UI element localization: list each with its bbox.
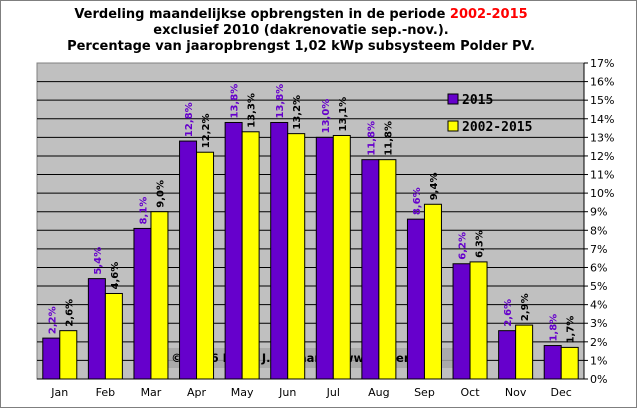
y-tick-label: 4% — [590, 299, 607, 312]
data-labels: 2,2% 2,6% 5,4% 4,6% 8,1% 9,0% 12,8% 12,2% 13,8% 1… — [47, 84, 576, 344]
y-tick-label: 14% — [590, 113, 614, 126]
chart-title-line-2: exclusief 2010 (dakrenovatie sep.-nov.). — [153, 23, 449, 38]
chart-title-line-3: Percentage van jaaropbrengst 1,02 kWp su… — [67, 39, 535, 54]
data-label-2002-2015: 1,7% — [566, 316, 577, 344]
y-tick-label: 15% — [590, 94, 614, 107]
bar-2002-2015 — [469, 261, 488, 380]
chart-title-line-1: Verdeling maandelijkse opbrengsten in de… — [1, 7, 601, 22]
plot-area — [36, 62, 585, 380]
x-axis-categories: Jan Feb Mar Apr May Jun Jul Aug Sep Oct Nov Dec — [50, 386, 572, 399]
data-label-2002-2015: 9,4% — [429, 173, 440, 201]
data-label-2015: 6,2% — [458, 232, 469, 260]
data-label-2002-2015: 6,3% — [475, 230, 486, 258]
x-category-label: Dec — [551, 386, 572, 399]
y-tick-label: 8% — [590, 224, 607, 237]
y-tick-label: 10% — [590, 187, 614, 200]
data-label-2002-2015: 4,6% — [110, 262, 121, 290]
bar-2002-2015 — [59, 330, 78, 380]
bar-2002-2015 — [378, 159, 397, 380]
data-label-2015: 13,0% — [321, 99, 332, 134]
data-label-2002-2015: 13,1% — [338, 97, 349, 132]
data-label-2015: 5,4% — [93, 247, 104, 275]
bar-2002-2015 — [560, 346, 579, 380]
x-category-label: Apr — [187, 386, 207, 399]
bar-2002-2015 — [423, 203, 442, 380]
y-tick-label: 13% — [590, 131, 614, 144]
bar-2015 — [543, 345, 562, 380]
data-label-2015: 11,8% — [366, 121, 377, 156]
bar-2015 — [452, 263, 471, 380]
x-category-label: Jun — [278, 386, 296, 399]
data-label-2015: 12,8% — [184, 102, 195, 137]
y-tick-label: 9% — [590, 206, 607, 219]
data-label-2015: 13,8% — [275, 84, 286, 119]
bar-2002-2015 — [332, 134, 351, 380]
data-label-2002-2015: 12,2% — [201, 114, 212, 149]
bar-2015 — [42, 337, 61, 380]
data-label-2015: 2,6% — [503, 299, 514, 327]
bar-2002-2015 — [104, 292, 123, 380]
gridlines — [37, 81, 584, 361]
x-category-label: Nov — [505, 386, 527, 399]
bar-2002-2015 — [241, 131, 260, 380]
y-tick-label: 12% — [590, 150, 614, 163]
bar-2015 — [224, 121, 243, 380]
x-category-label: Aug — [368, 386, 389, 399]
x-category-label: Jul — [326, 386, 340, 399]
data-label-2015: 2,2% — [47, 306, 58, 334]
bar-2015 — [87, 278, 106, 380]
data-label-2002-2015: 2,6% — [64, 299, 75, 327]
y-tick-label: 0% — [590, 373, 607, 386]
legend-label-2015: 2015 — [462, 93, 493, 108]
legend-swatch-2002-2015 — [447, 120, 459, 132]
bar-2015 — [133, 227, 152, 380]
x-category-label: Oct — [461, 386, 481, 399]
data-label-2015: 8,6% — [412, 187, 423, 215]
bar-2015 — [406, 218, 425, 380]
x-category-label: May — [231, 386, 254, 399]
bar-2002-2015 — [150, 211, 169, 380]
y-axis-ticks: 0% 1% 2% 3% 4% 5% 6% 7% 8% 9% 10% 11% 12% 13% 14% 15% 16… — [37, 57, 614, 386]
x-category-label: Jan — [50, 386, 68, 399]
y-tick-label: 6% — [590, 261, 607, 274]
data-label-2002-2015: 11,8% — [383, 121, 394, 156]
x-category-label: Sep — [414, 386, 435, 399]
y-tick-label: 11% — [590, 169, 614, 182]
data-label-2015: 1,8% — [549, 314, 560, 342]
data-label-2002-2015: 9,0% — [155, 180, 166, 208]
bars — [42, 121, 579, 380]
y-tick-label: 5% — [590, 280, 607, 293]
legend-swatch-2015 — [447, 93, 459, 105]
bar-2015 — [361, 159, 380, 380]
data-label-2015: 8,1% — [138, 197, 149, 225]
y-tick-label: 7% — [590, 243, 607, 256]
y-tick-label: 17% — [590, 57, 614, 70]
bar-2002-2015 — [515, 324, 534, 380]
legend-label-2002-2015: 2002-2015 — [462, 120, 532, 135]
bar-2015 — [498, 330, 517, 380]
bar-2002-2015 — [196, 151, 215, 380]
bar-2015 — [315, 136, 334, 380]
chart-title-highlight: 2002-2015 — [449, 7, 528, 22]
bar-2015 — [179, 140, 198, 380]
data-label-2015: 13,8% — [230, 84, 241, 119]
data-label-2002-2015: 13,2% — [292, 95, 303, 130]
y-tick-label: 2% — [590, 336, 607, 349]
data-label-2002-2015: 2,9% — [520, 293, 531, 321]
bar-2015 — [270, 121, 289, 380]
x-category-label: Feb — [96, 386, 115, 399]
bar-2002-2015 — [287, 133, 306, 380]
x-category-label: Mar — [141, 386, 162, 399]
legend: 2015 2002-2015 — [447, 93, 532, 135]
y-tick-label: 16% — [590, 76, 614, 89]
chart-title-line-1-prefix: Verdeling maandelijkse opbrengsten in de… — [74, 7, 446, 22]
y-tick-label: 1% — [590, 354, 607, 367]
y-tick-label: 3% — [590, 317, 607, 330]
data-label-2002-2015: 13,3% — [247, 93, 258, 128]
